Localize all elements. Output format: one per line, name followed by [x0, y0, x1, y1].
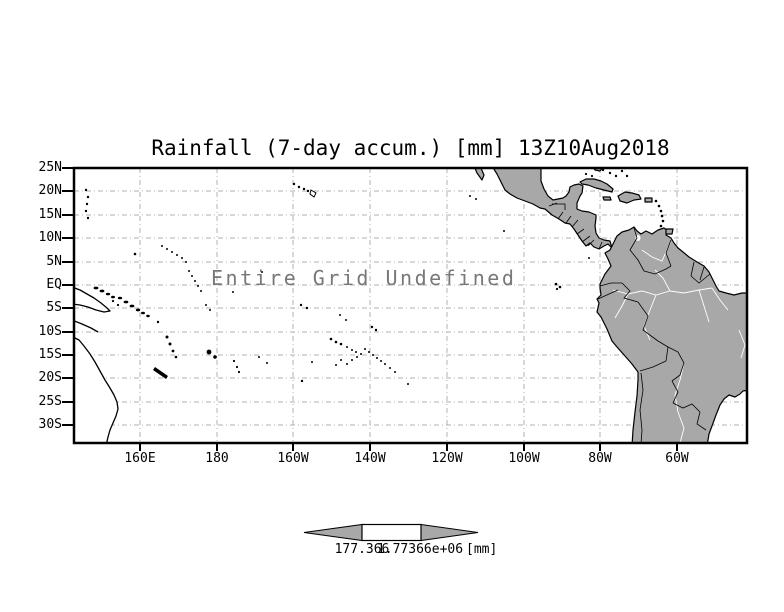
- colorbar-right-arrow: [420, 523, 479, 542]
- land-australia: [74, 336, 119, 443]
- colorbar-min-label: 177.366: [334, 542, 390, 557]
- lon-label-160w: 160W: [277, 451, 309, 466]
- lat-label-10s: 10S: [38, 324, 62, 339]
- island-trinidad: [665, 228, 674, 235]
- island-puerto-rico: [644, 197, 653, 203]
- landmasses: [74, 168, 747, 443]
- undefined-grid-message: Entire Grid Undefined: [211, 266, 517, 290]
- lat-label-15n: 15N: [38, 207, 62, 222]
- land-new-guinea: [74, 287, 111, 313]
- lat-label-10n: 10N: [38, 230, 62, 245]
- colorbar-max-label: 1.77366e+06: [376, 542, 464, 557]
- lat-label-25n: 25N: [38, 160, 62, 175]
- caribbean-islands: [579, 168, 674, 235]
- lat-label-5s: 5S: [46, 300, 62, 315]
- lat-label-eq: EQ: [46, 277, 62, 292]
- lon-label-140w: 140W: [354, 451, 386, 466]
- lon-label-80w: 80W: [588, 451, 612, 466]
- lat-label-5n: 5N: [46, 254, 62, 269]
- colorbar-units-label: [mm]: [466, 542, 498, 557]
- island-cuba: [579, 178, 614, 193]
- colorbar-left-arrow: [303, 523, 363, 542]
- bahamas: [584, 168, 629, 178]
- rivers: [612, 240, 746, 443]
- plot-title: Rainfall (7-day accum.) [mm] 13Z10Aug201…: [151, 136, 670, 160]
- land-south-america: [596, 226, 747, 443]
- island-hawaii-big-island: [309, 189, 317, 198]
- lon-label-180: 180: [205, 451, 229, 466]
- lon-label-160e: 160E: [124, 451, 156, 466]
- axis-ticks: [62, 167, 678, 451]
- lon-label-100w: 100W: [508, 451, 540, 466]
- lon-label-60w: 60W: [665, 451, 689, 466]
- lat-label-25s: 25S: [38, 394, 62, 409]
- island-jamaica: [602, 196, 612, 201]
- lon-label-120w: 120W: [431, 451, 463, 466]
- colorbar: [303, 523, 479, 542]
- colorbar-box: [361, 523, 422, 542]
- country-borders: [548, 202, 711, 443]
- plot-frame: [72, 166, 749, 445]
- lat-label-30s: 30S: [38, 417, 62, 432]
- lat-label-15s: 15S: [38, 347, 62, 362]
- land-central-america: [492, 168, 613, 250]
- lat-label-20s: 20S: [38, 370, 62, 385]
- land-baja-california: [474, 168, 485, 181]
- lat-label-20n: 20N: [38, 183, 62, 198]
- pacific-islands: [84, 182, 590, 385]
- island-hispaniola: [617, 191, 642, 204]
- coast-gulf-of-papua: [74, 320, 99, 333]
- lesser-antilles: [654, 199, 665, 228]
